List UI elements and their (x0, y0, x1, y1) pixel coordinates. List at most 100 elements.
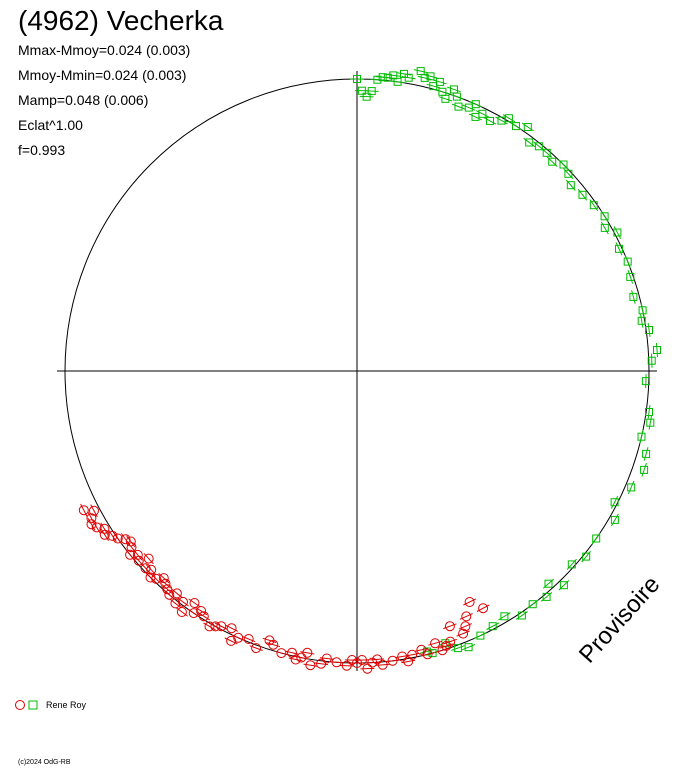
circle-marker (302, 647, 313, 658)
circle-marker (216, 621, 227, 632)
square-marker (559, 160, 568, 169)
error-bar (624, 254, 631, 269)
error-bar (462, 104, 476, 111)
error-bar (610, 513, 619, 527)
circle-marker (331, 657, 342, 668)
square-marker (600, 212, 609, 221)
data-points (78, 67, 661, 674)
circle-marker (178, 596, 188, 607)
square-marker (626, 272, 635, 281)
error-bar (498, 612, 511, 621)
circle-marker (158, 573, 169, 584)
error-bar (627, 270, 634, 284)
square-marker (478, 109, 487, 118)
error-bar (647, 322, 651, 337)
square-marker (534, 142, 543, 151)
square-marker (567, 560, 576, 569)
square-marker (393, 77, 402, 86)
square-marker (542, 148, 551, 157)
square-marker (525, 138, 534, 147)
circle-marker (243, 634, 254, 644)
square-marker (542, 592, 551, 601)
circle-marker (321, 653, 332, 664)
circle-marker (125, 536, 136, 547)
square-marker (548, 157, 557, 166)
circle-marker (99, 523, 110, 534)
circle-marker (78, 505, 89, 516)
circle-marker (416, 644, 427, 655)
circle-marker (164, 589, 175, 600)
square-marker (645, 326, 653, 334)
legend-label: Rene Roy (46, 700, 87, 710)
circle-marker (305, 660, 316, 671)
circle-marker (140, 563, 151, 574)
legend-markers (15, 700, 38, 710)
circle-marker (226, 635, 237, 646)
circle-marker (276, 648, 287, 659)
circle-marker (120, 534, 131, 545)
error-bar (438, 96, 453, 102)
circle-marker (204, 621, 215, 632)
circle-marker (189, 598, 200, 608)
square-marker (464, 643, 473, 652)
circle-marker (403, 656, 414, 667)
error-bar (610, 495, 619, 509)
error-bar (447, 86, 461, 93)
square-marker (564, 169, 573, 178)
circle-marker (437, 645, 448, 656)
circle-marker (458, 628, 469, 639)
error-bar (435, 89, 450, 95)
square-marker (610, 515, 619, 524)
stat-line: Eclat^1.00 (18, 117, 83, 133)
square-marker (362, 92, 371, 101)
square-marker (429, 82, 438, 91)
square-marker (404, 73, 413, 82)
square-marker (641, 377, 650, 386)
error-bar (615, 242, 623, 256)
error-bar (359, 95, 374, 98)
square-marker (638, 306, 647, 315)
error-bar (600, 210, 609, 223)
circle-marker (341, 660, 352, 671)
error-bar (483, 117, 497, 125)
error-bar (469, 100, 483, 108)
circle-marker (233, 632, 244, 643)
circle-marker (188, 608, 199, 619)
error-bar (419, 649, 434, 654)
page-title: (4962) Vecherka (18, 5, 224, 36)
error-bar (627, 480, 635, 494)
legend-circle-marker (15, 700, 25, 710)
square-marker (589, 201, 598, 210)
error-bar (509, 121, 523, 131)
error-bar (641, 463, 647, 477)
circle-marker (112, 533, 123, 544)
circle-marker (125, 549, 136, 560)
square-marker (528, 600, 537, 609)
square-marker (353, 75, 361, 83)
square-marker (389, 71, 398, 80)
error-bar (451, 645, 465, 651)
square-marker (600, 223, 609, 232)
circle-marker (444, 621, 455, 632)
error-bar (423, 74, 438, 79)
stats-block: Mmax-Mmoy=0.024 (0.003) Mmoy-Mmin=0.024 … (18, 41, 190, 166)
circle-marker (210, 621, 221, 632)
square-marker (504, 114, 513, 123)
square-marker (578, 190, 587, 199)
error-bar (401, 76, 416, 80)
square-marker (422, 647, 431, 656)
circle-marker (347, 655, 357, 665)
square-marker (476, 631, 485, 640)
error-bar (370, 78, 385, 81)
error-bar (390, 80, 405, 84)
circle-marker (86, 519, 97, 530)
error-bar (600, 221, 609, 235)
error-bar (631, 290, 636, 304)
circle-marker (107, 530, 118, 541)
error-bar (475, 110, 489, 118)
error-bar (380, 76, 395, 79)
stat-line: f=0.993 (18, 142, 66, 158)
square-marker (615, 244, 623, 253)
square-marker (544, 579, 553, 588)
circle-marker (91, 522, 102, 533)
